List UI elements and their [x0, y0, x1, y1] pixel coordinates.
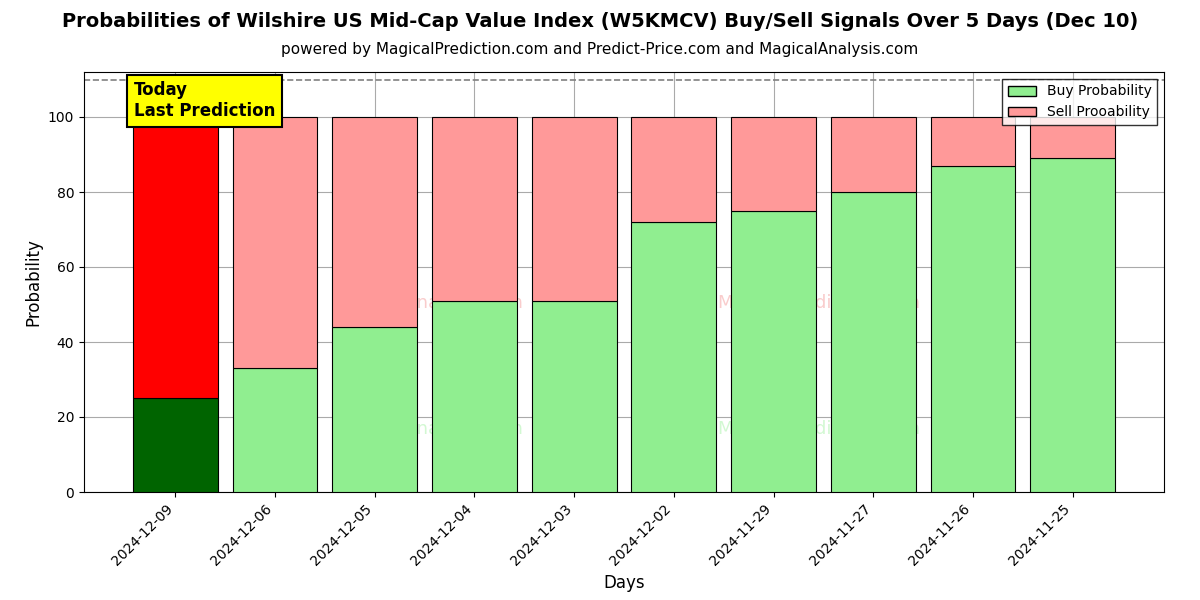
X-axis label: Days: Days	[604, 574, 644, 592]
Text: powered by MagicalPrediction.com and Predict-Price.com and MagicalAnalysis.com: powered by MagicalPrediction.com and Pre…	[281, 42, 919, 57]
Text: MagicalPrediction.com: MagicalPrediction.com	[716, 420, 920, 438]
Bar	[930, 117, 1015, 166]
Bar	[233, 117, 318, 368]
Bar	[830, 117, 916, 192]
Text: MagicalAnalysis.com: MagicalAnalysis.com	[336, 294, 523, 312]
Bar	[930, 166, 1015, 492]
Bar	[731, 211, 816, 492]
Bar	[133, 398, 218, 492]
Bar	[1030, 158, 1115, 492]
Bar	[233, 368, 318, 492]
Y-axis label: Probability: Probability	[24, 238, 42, 326]
Bar	[532, 117, 617, 301]
Bar	[631, 117, 716, 222]
Text: MagicalPrediction.com: MagicalPrediction.com	[716, 294, 920, 312]
Bar	[432, 117, 517, 301]
Bar	[332, 117, 418, 327]
Text: MagicalAnalysis.com: MagicalAnalysis.com	[336, 420, 523, 438]
Bar	[133, 117, 218, 398]
Legend: Buy Probability, Sell Prooability: Buy Probability, Sell Prooability	[1002, 79, 1157, 125]
Text: Today
Last Prediction: Today Last Prediction	[133, 82, 275, 120]
Text: Probabilities of Wilshire US Mid-Cap Value Index (W5KMCV) Buy/Sell Signals Over : Probabilities of Wilshire US Mid-Cap Val…	[62, 12, 1138, 31]
Bar	[1030, 117, 1115, 158]
Bar	[332, 327, 418, 492]
Bar	[631, 222, 716, 492]
Bar	[830, 192, 916, 492]
Bar	[731, 117, 816, 211]
Bar	[532, 301, 617, 492]
Bar	[432, 301, 517, 492]
